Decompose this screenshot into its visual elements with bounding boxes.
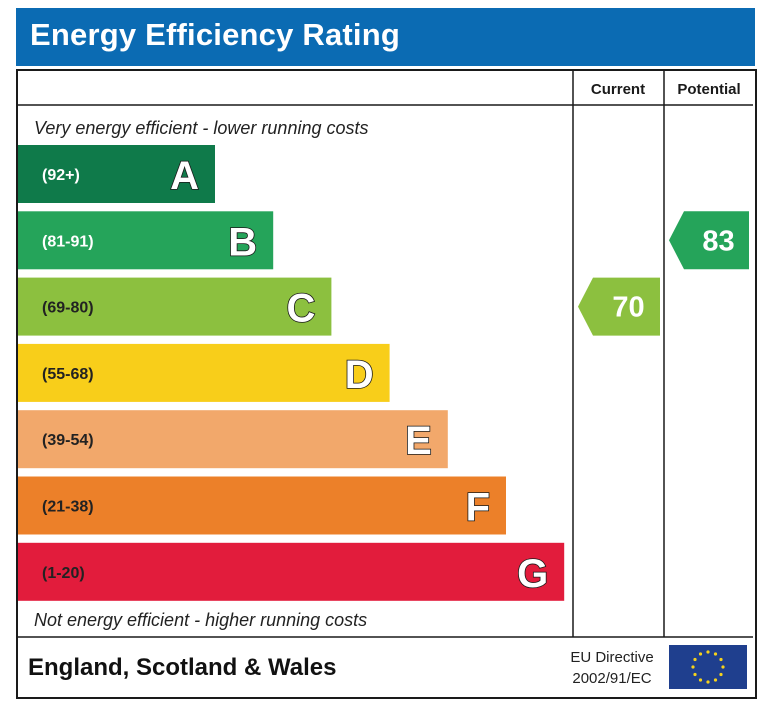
rating-bands: (92+) A (81-91) B (69-80) C (55-68) D (39-54) E (2…	[18, 145, 565, 601]
eu-star	[698, 678, 703, 682]
title-bar: Energy Efficiency Rating	[16, 8, 755, 66]
band-letter-b: B	[228, 220, 257, 264]
band-range-e: (39-54)	[42, 432, 94, 449]
footer-directive-line1: EU Directive	[570, 649, 653, 666]
eu-star	[706, 650, 710, 654]
current-column-header: Current	[591, 81, 645, 98]
rating-frame	[16, 69, 757, 699]
eu-star	[719, 657, 723, 662]
eu-star	[713, 678, 718, 682]
eu-star	[706, 680, 710, 684]
band-range-b: (81-91)	[42, 233, 94, 250]
band-bar-e	[18, 410, 448, 469]
band-range-g: (1-20)	[42, 565, 85, 582]
eu-star	[693, 672, 697, 677]
band-range-f: (21-38)	[42, 499, 94, 516]
eu-flag-icon	[669, 645, 747, 689]
potential-rating-arrow	[669, 211, 749, 270]
eu-star	[691, 665, 695, 669]
top-caption: Very energy efficient - lower running co…	[34, 118, 369, 138]
eu-star	[698, 652, 703, 656]
band-bar-f	[18, 476, 506, 535]
band-range-c: (69-80)	[42, 300, 94, 317]
current-rating-arrow	[578, 277, 660, 336]
eu-star	[693, 657, 697, 662]
potential-column-header: Potential	[677, 81, 740, 98]
band-letter-a: A	[170, 154, 199, 198]
band-letter-e: E	[405, 419, 432, 463]
band-letter-c: C	[287, 287, 316, 331]
band-bar-b	[18, 211, 274, 270]
current-rating-value: 70	[612, 292, 644, 324]
footer-directive-line2: 2002/91/EC	[572, 670, 651, 687]
rating-arrows: 70 83	[578, 211, 749, 336]
band-bar-a	[18, 145, 215, 203]
eu-star	[721, 665, 725, 669]
band-range-d: (55-68)	[42, 366, 94, 383]
eu-star	[719, 672, 723, 677]
band-range-a: (92+)	[42, 167, 80, 184]
band-bar-g	[18, 542, 565, 601]
footer-region: England, Scotland & Wales	[28, 654, 336, 681]
band-letter-f: F	[466, 486, 490, 530]
band-letter-d: D	[345, 353, 374, 397]
page-title: Energy Efficiency Rating	[30, 17, 401, 52]
band-bar-d	[18, 343, 390, 402]
band-bar-c	[18, 277, 332, 336]
bottom-caption: Not energy efficient - higher running co…	[34, 610, 367, 630]
potential-rating-value: 83	[702, 225, 734, 257]
eu-star	[713, 652, 718, 656]
band-letter-g: G	[517, 552, 548, 596]
